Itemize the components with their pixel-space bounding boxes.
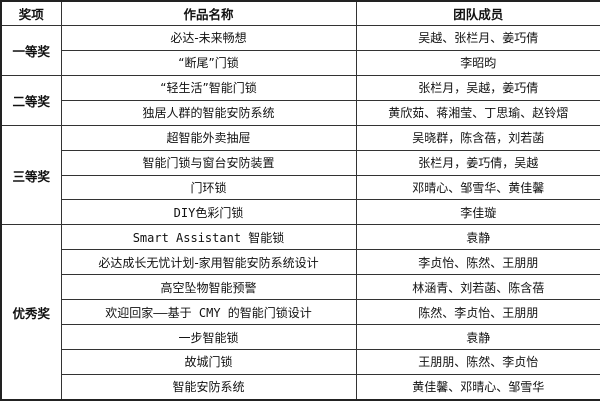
members-cell: 王朋朋、陈然、李贞怡 [355, 348, 600, 375]
work-cell: “轻生活”智能门锁 [60, 74, 357, 101]
members-cell: 吴晓群，陈含蓓，刘若菡 [355, 124, 600, 151]
work-cell: 一步智能锁 [60, 324, 357, 350]
work-cell: 必达-未来畅想 [60, 25, 357, 51]
members-cell: 吴越、张栏月、姜巧倩 [355, 25, 600, 51]
award-cell: 三等奖 [0, 124, 62, 226]
members-cell: 袁静 [355, 224, 600, 251]
work-cell: 门环锁 [60, 174, 357, 201]
work-cell: DIY色彩门锁 [60, 199, 357, 226]
table-row: DIY色彩门锁 李佳璇 [1, 199, 600, 226]
work-cell: 智能安防系统 [60, 373, 357, 401]
members-cell: 黄佳馨、邓晴心、邹雪华 [355, 373, 600, 401]
table-row: 独居人群的智能安防系统 黄欣茹、蒋湘莹、丁思瑜、赵铃熠 [1, 99, 600, 126]
table-row: 智能安防系统 黄佳馨、邓晴心、邹雪华 [1, 373, 600, 401]
table-row: 一等奖 必达-未来畅想 吴越、张栏月、姜巧倩 [0, 25, 600, 76]
header-work: 作品名称 [60, 0, 357, 26]
table-row: 优秀奖 Smart Assistant 智能锁 袁静 [0, 224, 600, 401]
table-row: 智能门锁与窗台安防装置 张栏月，姜巧倩，吴越 [1, 149, 600, 176]
work-cell: 故城门锁 [60, 348, 357, 375]
table-row: 故城门锁 王朋朋、陈然、李贞怡 [1, 348, 600, 375]
work-cell: 欢迎回家——基于 CMY 的智能门锁设计 [60, 299, 357, 326]
members-cell: 李佳璇 [355, 199, 600, 226]
work-cell: 超智能外卖抽屉 [60, 124, 357, 151]
work-cell: “断尾”门锁 [60, 49, 357, 76]
table-row: 二等奖 “轻生活”智能门锁 张栏月，吴越，姜巧倩 [0, 74, 600, 126]
table-row: 必达成长无忧计划-家用智能安防系统设计 李贞怡、陈然、王朋朋 [1, 249, 600, 276]
members-cell: 袁静 [355, 324, 600, 350]
members-cell: 陈然、李贞怡、王朋朋 [355, 299, 600, 326]
work-cell: 智能门锁与窗台安防装置 [60, 149, 357, 176]
award-cell: 二等奖 [0, 74, 62, 126]
work-cell: 必达成长无忧计划-家用智能安防系统设计 [60, 249, 357, 276]
table-row: 欢迎回家——基于 CMY 的智能门锁设计 陈然、李贞怡、王朋朋 [1, 299, 600, 326]
table-row: 三等奖 超智能外卖抽屉 吴晓群，陈含蓓，刘若菡 [0, 124, 600, 226]
table-row: 一步智能锁 袁静 [1, 324, 600, 350]
members-cell: 李贞怡、陈然、王朋朋 [355, 249, 600, 276]
table-row: 门环锁 邓晴心、邹雪华、黄佳馨 [1, 174, 600, 201]
work-cell: 高空坠物智能预警 [60, 274, 357, 301]
award-cell: 一等奖 [0, 25, 62, 76]
members-cell: 邓晴心、邹雪华、黄佳馨 [355, 174, 600, 201]
members-cell: 张栏月，吴越，姜巧倩 [355, 74, 600, 101]
members-cell: 黄欣茹、蒋湘莹、丁思瑜、赵铃熠 [355, 99, 600, 126]
members-cell: 张栏月，姜巧倩，吴越 [355, 149, 600, 176]
header-row: 奖项 作品名称 团队成员 [0, 0, 600, 26]
members-cell: 林涵青、刘若菡、陈含蓓 [355, 274, 600, 301]
award-cell: 优秀奖 [0, 224, 62, 401]
members-cell: 李昭昀 [355, 49, 600, 76]
table-row: 高空坠物智能预警 林涵青、刘若菡、陈含蓓 [1, 274, 600, 301]
header-members: 团队成员 [355, 0, 600, 26]
header-award: 奖项 [0, 0, 62, 26]
work-cell: Smart Assistant 智能锁 [60, 224, 357, 251]
table-row: “断尾”门锁 李昭昀 [1, 49, 600, 76]
work-cell: 独居人群的智能安防系统 [60, 99, 357, 126]
